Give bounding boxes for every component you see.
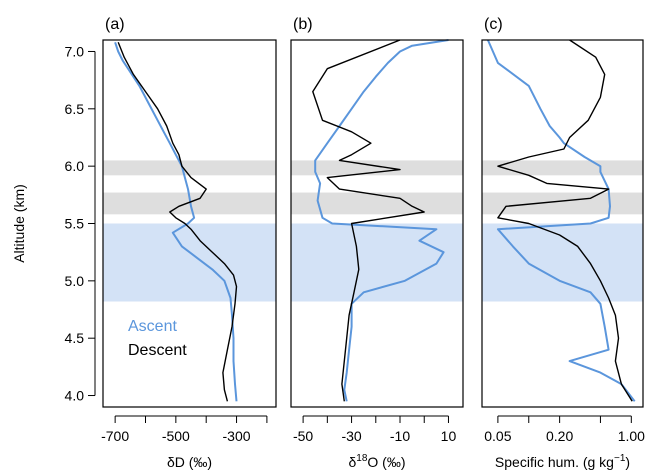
- x-tick-label: 0.05: [484, 428, 511, 444]
- y-tick-label: 7.0: [65, 43, 85, 59]
- x-tick-label: -300: [223, 428, 251, 444]
- y-tick-label: 4.0: [65, 388, 85, 404]
- panel-frame: [481, 39, 644, 408]
- descent-line: [117, 42, 238, 402]
- y-tick-label: 4.5: [65, 330, 85, 346]
- panel-label: (b): [293, 16, 313, 33]
- panel-label: (c): [484, 16, 503, 33]
- descent-line: [312, 39, 425, 402]
- x-tick-label: 1.00: [618, 428, 645, 444]
- x-axis-title: Specific hum. (g kg−1): [495, 453, 630, 470]
- x-tick-label: 0.20: [546, 428, 573, 444]
- panel-b: -50 -30 -10 10 (b) δ18O (‰): [290, 16, 464, 470]
- x-tick-label: -50: [293, 428, 313, 444]
- x-axis-title: δ18O (‰): [348, 453, 405, 470]
- legend-ascent: Ascent: [128, 318, 177, 335]
- x-tick-label: -500: [162, 428, 190, 444]
- x-tick-label: -10: [390, 428, 410, 444]
- panel-a: -700 -500 -300 (a) δD (‰): [101, 16, 277, 470]
- band-1: [291, 160, 463, 176]
- panel-frame: [290, 39, 464, 408]
- x-tick-label: 10: [441, 428, 457, 444]
- band-3: [482, 223, 643, 302]
- band-3: [103, 223, 276, 302]
- x-axis-title: δD (‰): [167, 454, 212, 470]
- band-2: [291, 192, 463, 215]
- panels-group: -700 -500 -300 (a) δD (‰) -50 -30 -10 10 (b) δ18O …: [101, 16, 645, 470]
- band-2: [482, 192, 643, 215]
- band-1: [482, 160, 643, 176]
- ascent-line: [314, 39, 449, 402]
- band-1: [103, 160, 276, 176]
- descent-line: [497, 39, 633, 402]
- ascent-line: [114, 41, 238, 402]
- ascent-line: [486, 39, 636, 402]
- legend: Ascent Descent: [128, 318, 187, 359]
- panel-c: 0.05 0.20 1.00 (c) Specific hum. (g kg−1): [481, 16, 645, 470]
- y-tick-label: 6.5: [65, 101, 85, 117]
- altitude-axis-label: Altitude (km): [11, 184, 27, 263]
- panel-frame: [102, 39, 277, 408]
- panel-label: (a): [105, 16, 125, 33]
- y-tick-label: 6.0: [65, 158, 85, 174]
- altitude-axis: 4.0 4.5 5.0 5.5 6.0 6.5 7.0: [65, 43, 96, 404]
- legend-descent: Descent: [128, 342, 187, 359]
- y-tick-label: 5.0: [65, 273, 85, 289]
- x-tick-label: -700: [101, 428, 129, 444]
- y-tick-label: 5.5: [65, 216, 85, 232]
- x-tick-label: -30: [341, 428, 361, 444]
